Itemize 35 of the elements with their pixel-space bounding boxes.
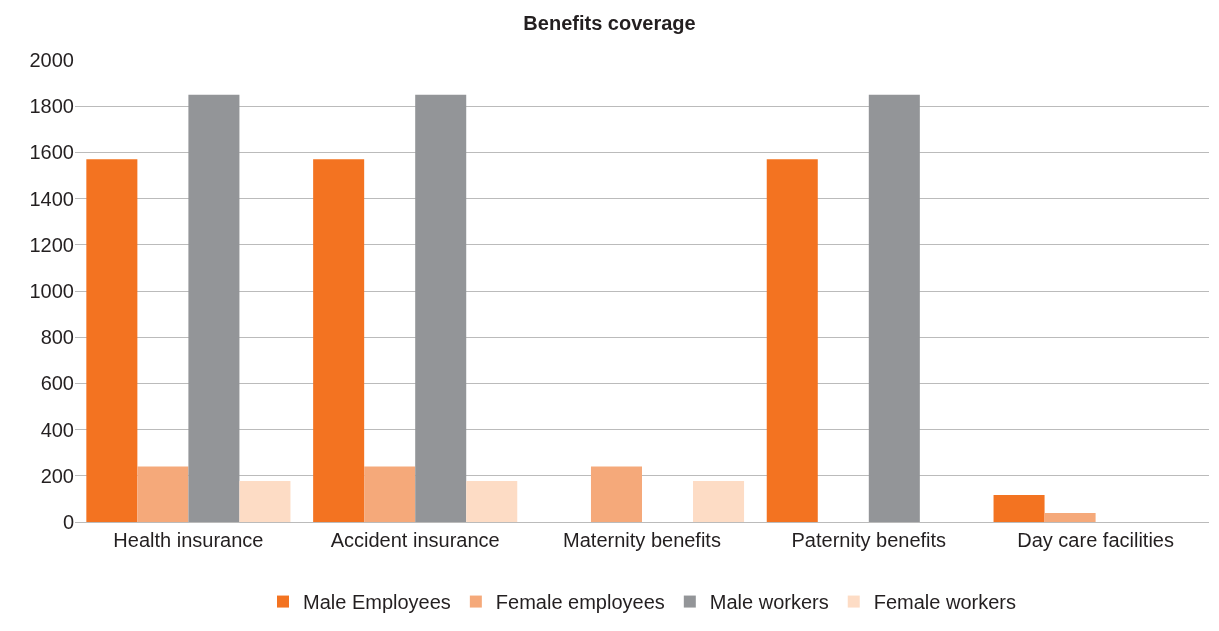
bar — [415, 94, 467, 522]
x-tick-label: Day care facilities — [1017, 529, 1174, 551]
bar — [590, 466, 642, 522]
y-tick-label: 1000 — [29, 280, 74, 302]
bar — [693, 481, 745, 522]
y-tick-label: 200 — [40, 464, 74, 487]
legend-label: Female employees — [495, 591, 665, 614]
y-tick-label: 800 — [40, 326, 74, 349]
y-tick-label: 400 — [40, 418, 74, 441]
bar — [466, 481, 518, 522]
y-tick-label: 1400 — [29, 187, 74, 210]
y-tick-label: 1200 — [29, 233, 74, 256]
bar — [137, 466, 189, 522]
bar — [313, 159, 365, 522]
bar — [86, 159, 138, 522]
bar — [188, 94, 240, 522]
bar — [766, 159, 818, 522]
chart-title: Benefits coverage — [523, 11, 696, 34]
bar — [993, 494, 1045, 522]
legend-label: Male Employees — [303, 591, 451, 614]
bar — [364, 466, 416, 522]
y-tick-label: 600 — [40, 372, 74, 395]
x-tick-label: Maternity benefits — [563, 529, 721, 551]
bar — [1044, 512, 1096, 522]
y-tick-label: 1600 — [29, 141, 74, 164]
legend-label: Male workers — [709, 591, 829, 614]
y-tick-label: 1800 — [29, 95, 74, 118]
x-tick-label: Accident insurance — [330, 529, 500, 551]
y-tick-label: 0 — [62, 511, 74, 533]
y-tick-label: 2000 — [29, 49, 74, 71]
legend-label: Female workers — [873, 591, 1016, 614]
bar — [868, 94, 920, 522]
x-tick-label: Health insurance — [113, 529, 264, 551]
bar — [239, 481, 291, 522]
x-tick-label: Paternity benefits — [791, 529, 947, 551]
